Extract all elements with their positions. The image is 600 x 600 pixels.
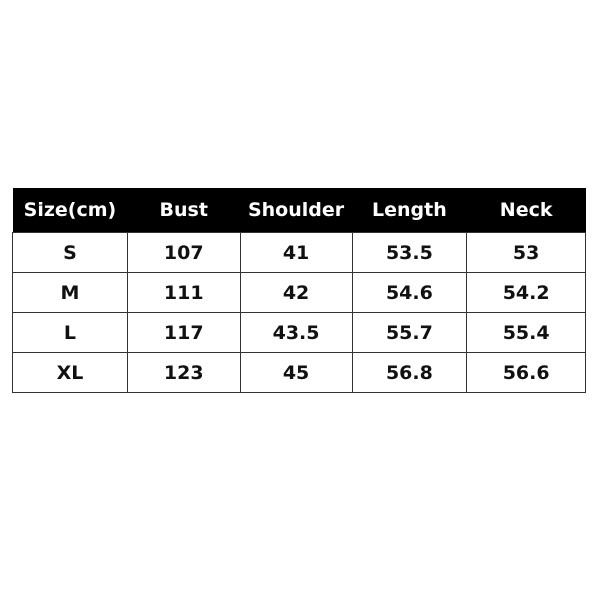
cell: 56.8 xyxy=(351,352,468,393)
table-row: M 111 42 54.6 54.2 xyxy=(12,272,586,313)
cell: 123 xyxy=(126,352,241,393)
table-row: XL 123 45 56.8 56.6 xyxy=(12,352,586,393)
cell: 111 xyxy=(126,272,241,313)
cell: 107 xyxy=(126,232,241,273)
header-size: Size(cm) xyxy=(12,188,128,233)
cell: XL xyxy=(12,352,128,393)
size-chart-table: Size(cm) Bust Shoulder Length Neck S 107… xyxy=(12,188,586,393)
table-row: L 117 43.5 55.7 55.4 xyxy=(12,312,586,353)
cell: 55.7 xyxy=(351,312,468,353)
cell: S xyxy=(12,232,128,273)
header-bust: Bust xyxy=(127,188,241,233)
header-shoulder: Shoulder xyxy=(240,188,352,233)
cell: 53.5 xyxy=(351,232,468,273)
cell: M xyxy=(12,272,128,313)
cell: 54.6 xyxy=(351,272,468,313)
cell: L xyxy=(12,312,128,353)
header-length: Length xyxy=(352,188,467,233)
cell: 54.2 xyxy=(466,272,586,313)
cell: 41 xyxy=(239,232,353,273)
header-row: Size(cm) Bust Shoulder Length Neck xyxy=(12,188,586,233)
cell: 42 xyxy=(239,272,353,313)
cell: 53 xyxy=(466,232,586,273)
cell: 43.5 xyxy=(239,312,353,353)
cell: 55.4 xyxy=(466,312,586,353)
table-row: S 107 41 53.5 53 xyxy=(12,232,586,273)
cell: 45 xyxy=(239,352,353,393)
header-neck: Neck xyxy=(466,188,586,233)
cell: 117 xyxy=(126,312,241,353)
cell: 56.6 xyxy=(466,352,586,393)
